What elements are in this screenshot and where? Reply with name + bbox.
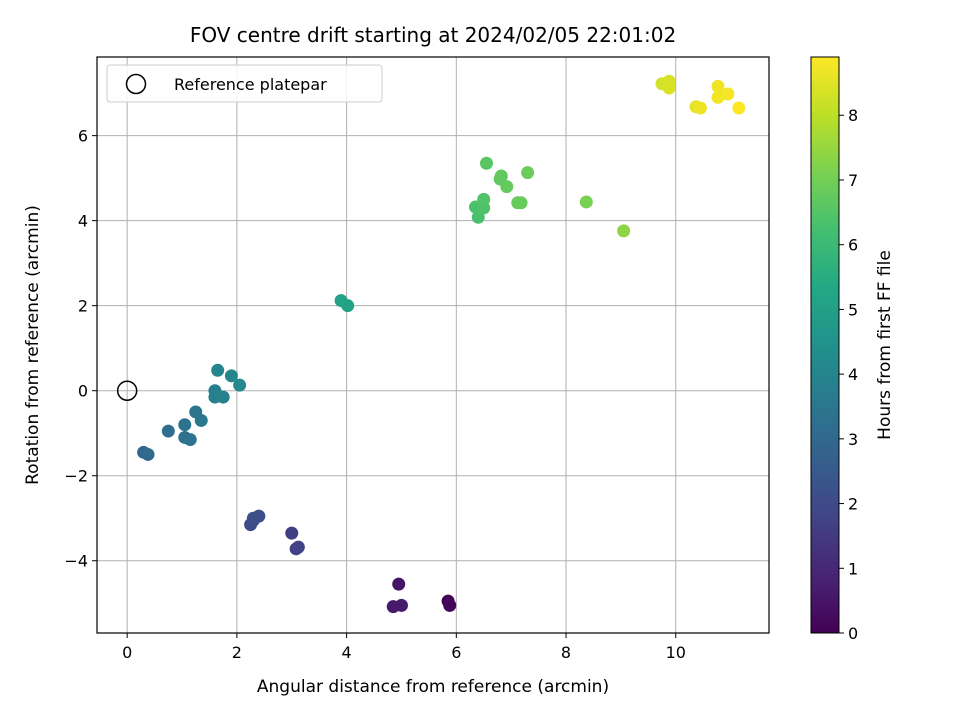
scatter-point [183,433,197,447]
legend: Reference platepar [106,64,383,103]
x-tick-label: 2 [232,643,242,662]
x-tick-label: 8 [561,643,571,662]
colorbar: 0 1 2 3 4 5 6 7 8 Hours from first FF file [810,56,895,643]
scatter-point [617,224,631,238]
colorbar-gradient [811,57,839,633]
scatter-point [579,195,593,209]
scatter-point [711,79,725,93]
colorbar-tick-label: 7 [848,171,858,190]
colorbar-tick-label: 3 [848,430,858,449]
chart-title: FOV centre drift starting at 2024/02/05 … [190,23,676,47]
y-tick-label: −4 [64,552,88,571]
scatter-point [443,598,457,612]
colorbar-label: Hours from first FF file [875,250,895,440]
colorbar-tick-label: 0 [848,624,858,643]
x-tick-label: 10 [666,643,686,662]
x-axis-label: Angular distance from reference (arcmin) [257,677,609,697]
scatter-point [285,526,299,540]
plot-area: 0 2 4 6 8 10 −4 −2 0 2 4 6 [64,56,770,662]
y-tick-label: 0 [78,382,88,401]
scatter-point [291,540,305,554]
scatter-point [392,577,406,591]
colorbar-tick-label: 1 [848,559,858,578]
data-points [137,74,746,614]
y-tick-label: −2 [64,467,88,486]
x-tick-label: 0 [122,643,132,662]
scatter-point [394,598,408,612]
reference-platepar-marker [116,380,138,401]
colorbar-tick-label: 2 [848,495,858,514]
scatter-point [732,101,746,115]
colorbar-tick-label: 8 [848,106,858,125]
colorbar-ticks: 0 1 2 3 4 5 6 7 8 [839,106,858,643]
plot-frame [96,56,770,634]
legend-entry-label: Reference platepar [174,75,327,94]
y-tick-label: 6 [78,127,88,146]
y-tick-label: 2 [78,297,88,316]
scatter-point [693,101,707,115]
scatter-point [662,81,676,95]
scatter-point [477,192,491,206]
colorbar-tick-label: 6 [848,236,858,255]
scatter-point [141,447,155,461]
reference-marker-group [116,380,138,401]
scatter-point [341,299,355,313]
scatter-point [178,418,192,432]
scatter-point [500,180,514,194]
scatter-point [711,90,725,104]
scatter-point [211,363,225,377]
x-tick-label: 6 [451,643,461,662]
y-axis-label: Rotation from reference (arcmin) [23,205,43,485]
y-tick-label: 4 [78,212,88,231]
scatter-point [246,511,260,525]
scatter-point [479,156,493,170]
colorbar-tick-label: 4 [848,365,858,384]
scatter-point [721,87,735,101]
scatter-point [494,169,508,183]
scatter-point [216,390,230,404]
x-tick-label: 4 [342,643,352,662]
colorbar-frame [810,56,840,634]
scatter-point [514,196,528,210]
colorbar-tick-label: 5 [848,300,858,319]
legend-box [106,64,383,103]
scatter-point [521,166,535,180]
scatter-point [194,413,208,427]
legend-reference-marker-icon [125,73,147,95]
scatter-point [233,378,247,392]
x-axis-ticks: 0 2 4 6 8 10 [122,633,686,662]
scatter-point [224,369,238,383]
y-axis-ticks: −4 −2 0 2 4 6 [64,127,97,571]
scatter-point [161,424,175,438]
